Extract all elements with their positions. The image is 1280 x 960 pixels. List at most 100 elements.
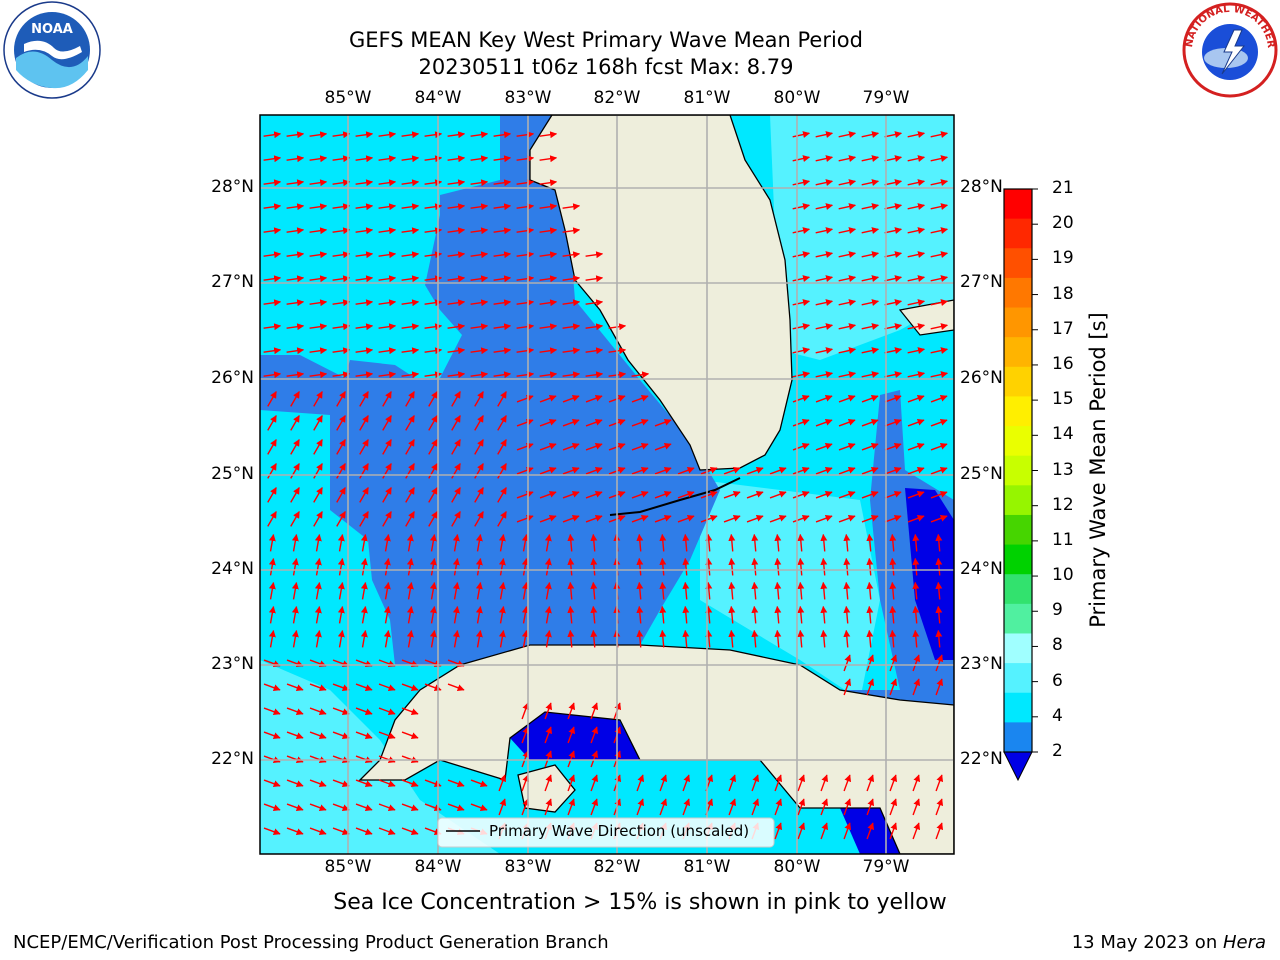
wave-direction-arrow (843, 629, 851, 648)
lat-right-label: 22°N (960, 749, 1003, 769)
wave-direction-arrow (677, 514, 695, 523)
wave-direction-arrow (267, 415, 277, 431)
wave-direction-arrow (820, 774, 829, 792)
wave-direction-arrow (907, 227, 925, 234)
wave-direction-arrow (263, 683, 281, 692)
wave-direction-arrow (631, 466, 649, 475)
wave-direction-arrow (498, 774, 507, 792)
wave-direction-arrow (516, 442, 534, 451)
wave-direction-arrow (337, 605, 345, 624)
wave-direction-arrow (930, 418, 948, 427)
wave-direction-arrow (907, 347, 925, 354)
colorbar-segment (1004, 307, 1032, 338)
wave-direction-arrow (498, 798, 507, 816)
wave-direction-arrow (861, 514, 879, 523)
wave-direction-arrow (452, 581, 460, 600)
wave-direction-arrow (838, 466, 856, 475)
wave-direction-arrow (267, 463, 277, 479)
wave-direction-arrow (861, 155, 879, 162)
wave-direction-arrow (474, 391, 484, 407)
wave-direction-arrow (838, 299, 856, 306)
wave-direction-arrow (516, 490, 534, 499)
wave-direction-arrow (309, 827, 327, 836)
wave-direction-arrow (682, 774, 691, 792)
lon-top-label: 83°W (504, 88, 552, 108)
wave-direction-arrow (378, 707, 396, 716)
wave-direction-arrow (631, 418, 649, 427)
colorbar-tick-label: 2 (1052, 741, 1063, 761)
wave-direction-arrow (682, 798, 691, 816)
wave-direction-arrow (336, 463, 346, 479)
wave-direction-arrow (861, 227, 879, 234)
wave-direction-arrow (263, 275, 282, 283)
wave-direction-arrow (263, 299, 282, 307)
wave-direction-arrow (659, 629, 667, 648)
wave-direction-arrow (452, 629, 460, 648)
wave-direction-arrow (429, 533, 437, 552)
chart-title: GEFS MEAN Key West Primary Wave Mean Per… (349, 28, 863, 52)
wave-direction-arrow (746, 490, 764, 499)
colorbar-tick-label: 13 (1052, 459, 1074, 480)
wave-direction-arrow (539, 323, 558, 331)
wave-direction-arrow (562, 251, 581, 259)
wave-direction-arrow (497, 439, 507, 455)
wave-direction-arrow (935, 629, 943, 648)
wave-direction-arrow (861, 466, 879, 475)
wave-direction-arrow (332, 347, 351, 355)
wave-direction-arrow (286, 203, 305, 211)
wave-direction-arrow (838, 490, 856, 499)
wave-direction-arrow (378, 299, 397, 307)
wave-direction-arrow (562, 466, 580, 475)
wave-direction-arrow (493, 203, 512, 211)
wave-direction-arrow (286, 251, 305, 259)
wave-direction-arrow (912, 654, 921, 672)
lon-bot-label: 80°W (773, 857, 821, 877)
wave-direction-arrow (378, 323, 397, 331)
wave-direction-arrow (401, 827, 419, 836)
wave-direction-arrow (792, 371, 810, 378)
wave-direction-arrow (562, 514, 580, 523)
wave-direction-arrow (912, 774, 921, 792)
wave-direction-arrow (516, 466, 534, 475)
lat-right-label: 25°N (960, 464, 1003, 484)
wave-direction-arrow (792, 203, 810, 210)
wave-direction-arrow (314, 533, 322, 552)
wave-direction-arrow (382, 391, 392, 407)
wave-direction-arrow (309, 155, 328, 163)
colorbar-segment (1004, 574, 1032, 605)
wave-direction-arrow (567, 605, 575, 624)
wave-direction-arrow (912, 557, 920, 576)
map-gridlines (260, 115, 954, 854)
wave-direction-arrow (636, 605, 644, 624)
wave-direction-arrow (263, 155, 282, 163)
wave-direction-arrow (378, 683, 396, 692)
wave-direction-arrow (539, 227, 558, 235)
wave-direction-arrow (585, 323, 604, 331)
colorbar-tick-label: 20 (1052, 213, 1074, 234)
wave-direction-arrow (843, 557, 851, 576)
wave-direction-arrow (682, 557, 690, 576)
wave-direction-arrow (820, 822, 829, 840)
wave-direction-arrow (544, 702, 553, 720)
wave-direction-arrow (263, 323, 282, 331)
wave-direction-arrow (751, 629, 759, 648)
wave-direction-arrow (792, 227, 810, 234)
sea-ice-note: Sea Ice Concentration > 15% is shown in … (333, 890, 947, 915)
wave-direction-arrow (792, 514, 810, 523)
wave-direction-arrow (866, 629, 874, 648)
wave-direction-arrow (290, 391, 300, 407)
wave-direction-arrow (401, 347, 420, 355)
wave-direction-arrow (355, 779, 373, 788)
wave-direction-arrow (723, 514, 741, 523)
wave-direction-arrow (493, 299, 512, 307)
wave-direction-arrow (475, 533, 483, 552)
wave-direction-arrow (866, 654, 875, 672)
wave-direction-arrow (935, 798, 944, 816)
wave-direction-arrow (562, 442, 580, 451)
lat-left-label: 28°N (211, 177, 254, 197)
wave-direction-arrow (383, 533, 391, 552)
wave-direction-arrow (544, 533, 552, 552)
wave-direction-arrow (521, 798, 530, 816)
wave-direction-arrow (383, 581, 391, 600)
wave-direction-arrow (470, 299, 489, 307)
